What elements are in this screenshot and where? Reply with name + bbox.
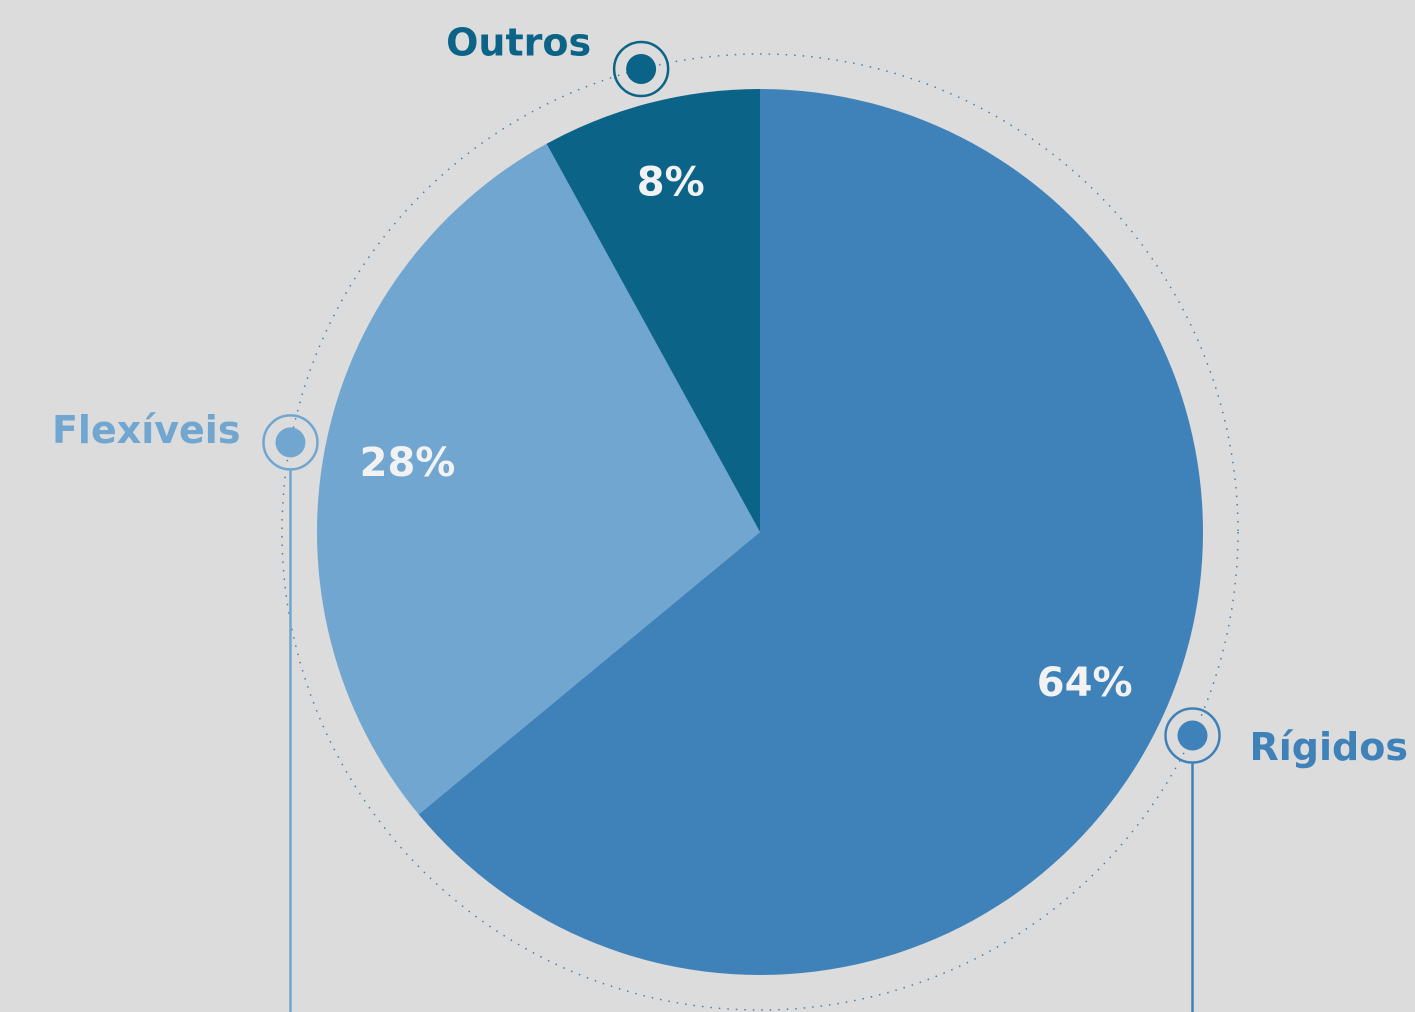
value-label: 8% <box>637 159 705 205</box>
category-label: Outros <box>446 21 591 65</box>
marker-dot <box>626 54 657 85</box>
marker-ring <box>612 40 670 98</box>
dotted-ring <box>281 53 1239 1011</box>
value-label: 28% <box>360 440 456 486</box>
marker-dot <box>275 427 306 458</box>
category-label: Flexíveis <box>52 408 240 452</box>
pie-slice <box>546 89 760 532</box>
marker-dot <box>1177 720 1208 751</box>
pie-slice <box>317 143 760 815</box>
value-label: 64% <box>1037 660 1133 706</box>
pie-slice <box>418 89 1203 975</box>
marker-ring <box>1164 707 1221 764</box>
marker-ring <box>262 414 319 471</box>
category-label: Rígidos <box>1250 725 1408 769</box>
